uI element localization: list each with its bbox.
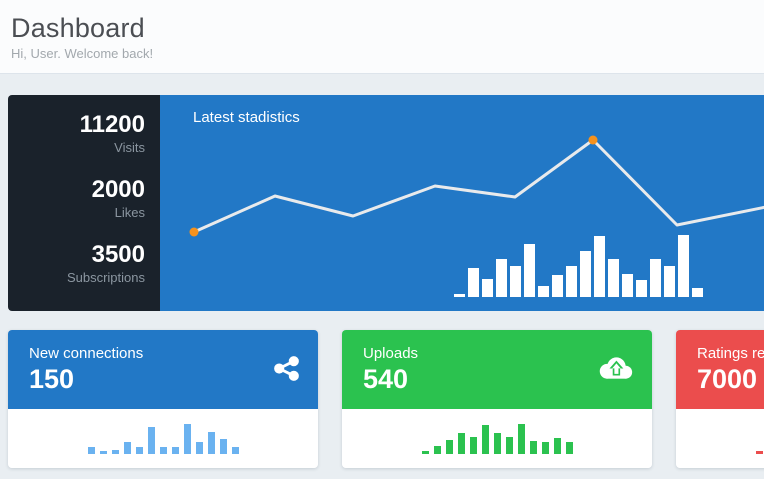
bar	[553, 438, 561, 454]
card-uploads: Uploads 540	[342, 330, 652, 468]
bar	[565, 442, 573, 454]
card-label: Ratings received	[697, 345, 764, 362]
bar	[650, 259, 661, 297]
bar	[566, 266, 577, 297]
bar	[468, 268, 479, 297]
card-value: 540	[363, 364, 409, 394]
card-header-new-connections: New connections 150	[8, 330, 318, 409]
bar	[517, 424, 525, 454]
bar	[496, 259, 507, 297]
bar	[445, 440, 453, 454]
bar	[678, 235, 689, 297]
data-point-marker	[189, 227, 199, 237]
card-value: 7000	[697, 364, 758, 394]
stat-label-visits: Visits	[114, 140, 145, 155]
bar	[207, 432, 215, 454]
bar	[231, 447, 239, 454]
bar	[421, 451, 429, 454]
bar	[541, 442, 549, 454]
bar	[195, 442, 203, 454]
card-header-ratings-received: Ratings received 7000	[676, 330, 764, 409]
bar	[454, 294, 465, 297]
bar	[755, 451, 763, 454]
bar	[219, 439, 227, 454]
bar	[111, 450, 119, 454]
bar	[159, 447, 167, 454]
card-sparkline-ratings-received	[676, 409, 764, 468]
latest-statistics-panel: Latest stadistics	[160, 95, 764, 311]
bar	[664, 266, 675, 297]
card-sparkline-new-connections	[8, 409, 318, 468]
bar	[636, 280, 647, 297]
sparkline-bars	[755, 424, 764, 454]
stats-panel: 11200 Visits 2000 Likes 3500 Subscriptions	[8, 95, 160, 311]
statistics-bar-chart	[454, 235, 703, 297]
line-chart	[189, 135, 764, 237]
card-header-uploads: Uploads 540	[342, 330, 652, 409]
bar	[147, 427, 155, 454]
card-ratings-received: Ratings received 7000	[676, 330, 764, 468]
bar	[482, 279, 493, 297]
bar	[123, 442, 131, 454]
stat-value-subscriptions: 3500	[91, 241, 145, 268]
stats-overview-row: 11200 Visits 2000 Likes 3500 Subscriptions La…	[8, 95, 764, 311]
bar	[433, 446, 441, 454]
bar	[99, 451, 107, 454]
bar	[608, 259, 619, 297]
share-icon	[273, 355, 300, 382]
card-sparkline-uploads	[342, 409, 652, 468]
statistics-line-series	[192, 138, 764, 234]
stat-label-likes: Likes	[114, 205, 145, 220]
bar	[692, 288, 703, 297]
page-header: Dashboard Hi, User. Welcome back!	[0, 0, 764, 74]
bar	[524, 244, 535, 297]
bar	[171, 447, 179, 454]
card-label: Uploads	[363, 345, 419, 362]
stat-value-likes: 2000	[91, 176, 145, 203]
stat-value-visits: 11200	[79, 111, 145, 138]
card-new-connections: New connections 150	[8, 330, 318, 468]
stat-label-subscriptions: Subscriptions	[66, 270, 145, 285]
summary-cards-row: New connections 150 Uploads 540 Ratings rece…	[8, 330, 764, 468]
bar	[183, 424, 191, 454]
bar	[457, 433, 465, 454]
bar	[529, 441, 537, 454]
bar	[481, 425, 489, 454]
card-label: New connections	[29, 345, 144, 362]
bar	[87, 447, 95, 454]
sparkline-bars	[421, 424, 573, 454]
bar	[510, 266, 521, 297]
bar	[594, 236, 605, 297]
card-value: 150	[29, 364, 75, 394]
bar	[552, 275, 563, 297]
page-title: Dashboard	[11, 13, 145, 43]
sparkline-bars	[87, 424, 239, 454]
data-point-marker	[588, 135, 598, 145]
bar	[538, 286, 549, 297]
bar	[580, 251, 591, 297]
bar	[493, 433, 501, 454]
bar	[505, 437, 513, 454]
page-subtitle: Hi, User. Welcome back!	[11, 46, 154, 61]
chart-title: Latest stadistics	[193, 109, 300, 126]
bar	[135, 447, 143, 454]
bar	[622, 274, 633, 297]
cloud-upload-icon	[597, 355, 634, 382]
bar	[469, 437, 477, 454]
